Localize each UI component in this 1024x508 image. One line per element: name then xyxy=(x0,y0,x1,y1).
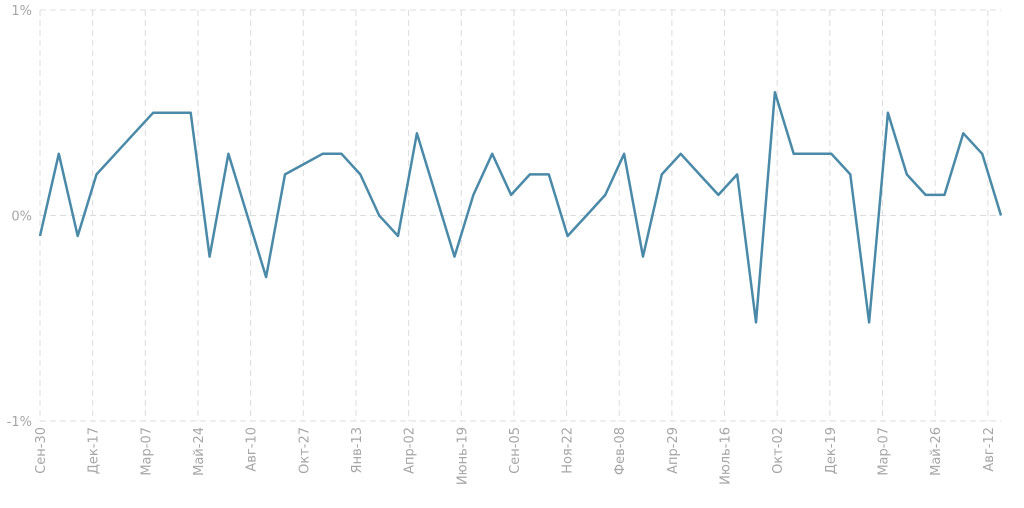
x-tick-label: Ноя-22 xyxy=(561,427,576,474)
y-tick-label: 0% xyxy=(11,210,32,225)
x-tick-label: Фев-08 xyxy=(613,427,628,475)
x-grid xyxy=(39,10,989,421)
x-tick-label: Июль-16 xyxy=(719,427,734,485)
series-line xyxy=(38,90,1003,324)
x-tick-label: Сен-05 xyxy=(508,427,523,474)
y-tick-label: 1% xyxy=(11,4,32,19)
x-tick-label: Апр-29 xyxy=(666,427,681,474)
y-axis-ticks: 1% 0% -1% xyxy=(7,4,32,430)
x-tick-label: Мар-07 xyxy=(877,427,892,476)
y-grid xyxy=(40,9,1001,422)
x-tick-label: Июнь-19 xyxy=(455,427,470,485)
x-tick-label: Окт-27 xyxy=(297,427,312,474)
x-tick-label: Янв-13 xyxy=(350,427,365,473)
x-tick-label: Авг-12 xyxy=(982,427,997,472)
x-tick-label: Окт-02 xyxy=(771,427,786,474)
x-tick-label: Май-24 xyxy=(192,427,207,476)
x-axis-ticks: Сен-30 Дек-17 Мар-07 Май-24 Авг-10 Окт-27 Янв-… xyxy=(34,427,997,485)
series-group xyxy=(38,90,1003,324)
x-tick-label: Мар-07 xyxy=(139,427,154,476)
x-tick-label: Авг-10 xyxy=(245,427,260,472)
y-tick-label: -1% xyxy=(7,415,32,430)
x-tick-label: Апр-02 xyxy=(403,427,418,474)
x-tick-label: Дек-19 xyxy=(824,427,839,474)
x-tick-label: Сен-30 xyxy=(34,427,49,474)
x-tick-label: Дек-17 xyxy=(87,427,102,474)
x-tick-label: Май-26 xyxy=(929,427,944,476)
